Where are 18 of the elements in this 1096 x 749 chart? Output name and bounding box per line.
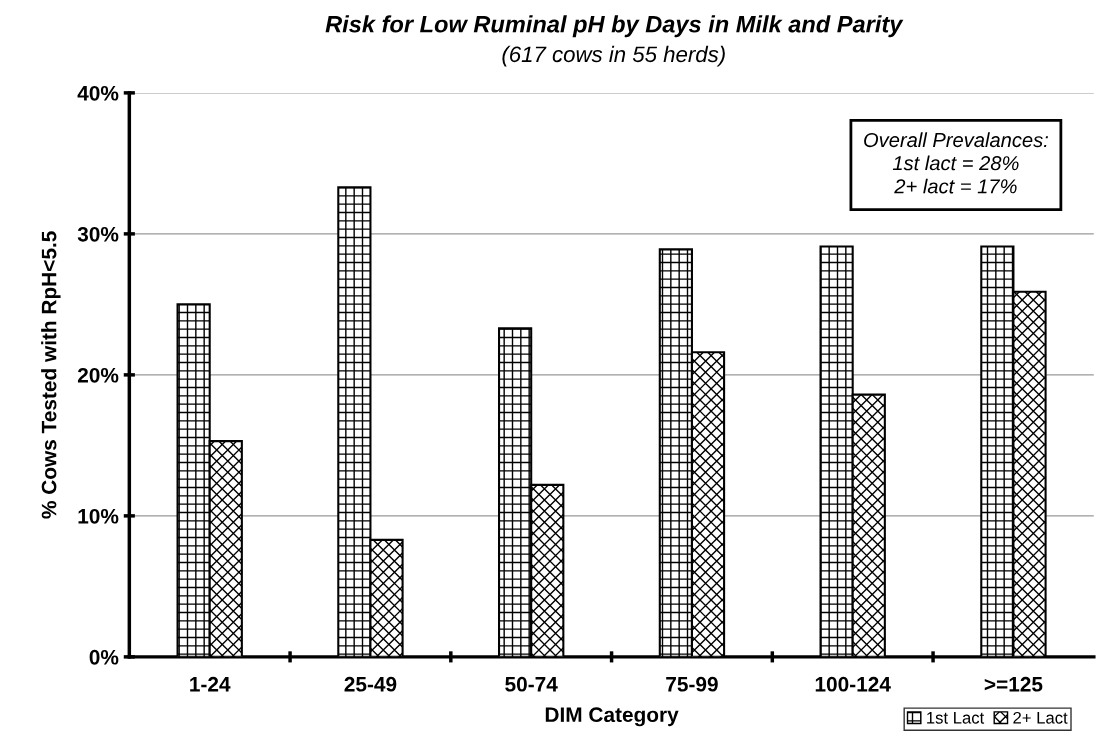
- y-tick-label: 40%: [77, 85, 119, 101]
- x-axis-title: DIM Category: [545, 707, 679, 727]
- y-tick-label: 30%: [77, 226, 119, 242]
- y-axis-title: % Cows Tested with RpH<5.5: [41, 231, 61, 519]
- y-tick-label: 10%: [78, 508, 119, 524]
- chart-subtitle: (617 cows in 55 herds): [502, 45, 725, 67]
- x-tick-label: 100-124: [815, 676, 891, 692]
- x-tick-label: 50-74: [505, 676, 558, 692]
- annotation: Overall Prevalances: 1st lact = 28% 2+ lact = 17%: [864, 132, 1048, 194]
- x-tick-label: 1-24: [190, 676, 231, 692]
- y-tick-label: 20%: [77, 367, 119, 383]
- chart-title: Risk for Low Ruminal pH by Days in Milk and Parity: [325, 15, 904, 38]
- x-tick-label: >=125: [984, 676, 1043, 692]
- x-tick-label: 25-49: [344, 676, 397, 692]
- legend-label: 2+ Lact: [1013, 711, 1068, 724]
- legend-label: 1st Lact: [927, 712, 985, 724]
- x-tick-label: 75-99: [666, 676, 718, 692]
- y-tick-label: 0%: [89, 649, 119, 665]
